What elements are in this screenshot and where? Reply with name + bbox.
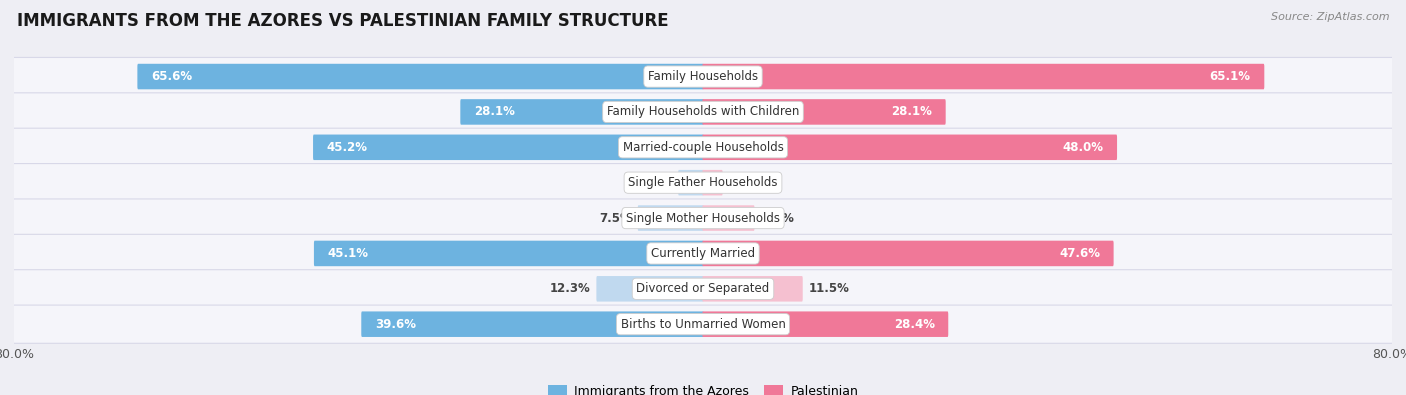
- Text: Divorced or Separated: Divorced or Separated: [637, 282, 769, 295]
- FancyBboxPatch shape: [13, 234, 1393, 273]
- FancyBboxPatch shape: [703, 135, 1116, 160]
- Text: 65.6%: 65.6%: [150, 70, 193, 83]
- FancyBboxPatch shape: [138, 64, 703, 89]
- FancyBboxPatch shape: [361, 311, 703, 337]
- FancyBboxPatch shape: [314, 135, 703, 160]
- FancyBboxPatch shape: [13, 93, 1393, 131]
- Text: Married-couple Households: Married-couple Households: [623, 141, 783, 154]
- Text: Source: ZipAtlas.com: Source: ZipAtlas.com: [1271, 12, 1389, 22]
- Text: 2.8%: 2.8%: [640, 176, 672, 189]
- Text: Births to Unmarried Women: Births to Unmarried Women: [620, 318, 786, 331]
- FancyBboxPatch shape: [13, 199, 1393, 237]
- FancyBboxPatch shape: [703, 311, 948, 337]
- Text: Family Households with Children: Family Households with Children: [607, 105, 799, 118]
- Text: 28.1%: 28.1%: [891, 105, 932, 118]
- Text: 12.3%: 12.3%: [550, 282, 591, 295]
- FancyBboxPatch shape: [13, 128, 1393, 166]
- Text: 28.1%: 28.1%: [474, 105, 515, 118]
- Text: 45.2%: 45.2%: [326, 141, 367, 154]
- FancyBboxPatch shape: [703, 276, 803, 301]
- Text: Single Father Households: Single Father Households: [628, 176, 778, 189]
- FancyBboxPatch shape: [678, 170, 703, 196]
- Text: 65.1%: 65.1%: [1209, 70, 1251, 83]
- Text: 39.6%: 39.6%: [375, 318, 416, 331]
- Text: 2.2%: 2.2%: [728, 176, 762, 189]
- Text: 48.0%: 48.0%: [1063, 141, 1104, 154]
- FancyBboxPatch shape: [638, 205, 703, 231]
- FancyBboxPatch shape: [703, 241, 1114, 266]
- Text: Currently Married: Currently Married: [651, 247, 755, 260]
- Text: 5.9%: 5.9%: [761, 212, 793, 225]
- Text: 28.4%: 28.4%: [894, 318, 935, 331]
- Text: Family Households: Family Households: [648, 70, 758, 83]
- FancyBboxPatch shape: [13, 164, 1393, 202]
- FancyBboxPatch shape: [596, 276, 703, 301]
- Text: 47.6%: 47.6%: [1059, 247, 1099, 260]
- FancyBboxPatch shape: [13, 305, 1393, 343]
- Text: Single Mother Households: Single Mother Households: [626, 212, 780, 225]
- FancyBboxPatch shape: [13, 270, 1393, 308]
- Text: 7.5%: 7.5%: [599, 212, 631, 225]
- Text: IMMIGRANTS FROM THE AZORES VS PALESTINIAN FAMILY STRUCTURE: IMMIGRANTS FROM THE AZORES VS PALESTINIA…: [17, 12, 668, 30]
- FancyBboxPatch shape: [703, 205, 755, 231]
- FancyBboxPatch shape: [460, 99, 703, 125]
- Text: 11.5%: 11.5%: [808, 282, 849, 295]
- FancyBboxPatch shape: [314, 241, 703, 266]
- Legend: Immigrants from the Azores, Palestinian: Immigrants from the Azores, Palestinian: [543, 380, 863, 395]
- Text: 45.1%: 45.1%: [328, 247, 368, 260]
- FancyBboxPatch shape: [703, 170, 723, 196]
- FancyBboxPatch shape: [13, 57, 1393, 96]
- FancyBboxPatch shape: [703, 99, 946, 125]
- FancyBboxPatch shape: [703, 64, 1264, 89]
